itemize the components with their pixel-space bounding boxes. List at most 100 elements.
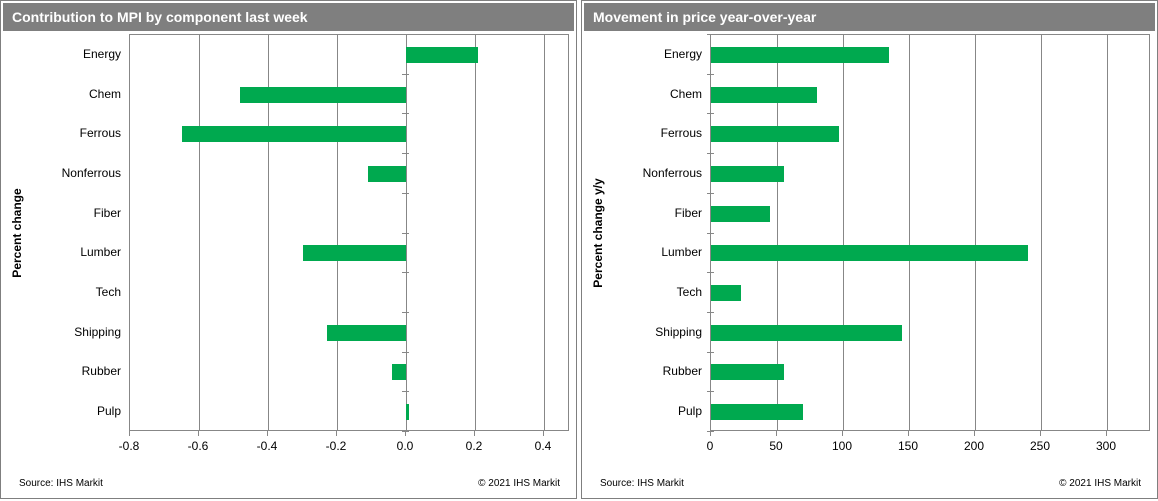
category-axis-tick [402, 391, 409, 392]
category-label: Nonferrous [61, 165, 121, 180]
y-axis-title: Percent change [10, 187, 24, 278]
x-axis-tick [336, 431, 337, 436]
bar-pulp [711, 404, 804, 421]
plot-area [710, 34, 1150, 431]
gridline [544, 35, 545, 430]
chart-panel-mpi-contribution: Contribution to MPI by component last we… [0, 0, 577, 499]
gridline [268, 35, 269, 430]
chart-title: Contribution to MPI by component last we… [3, 3, 574, 31]
bar-tech [711, 285, 742, 302]
x-axis-tick [198, 431, 199, 436]
bar-chem [240, 86, 406, 103]
category-axis-tick [402, 153, 409, 154]
gridline [199, 35, 200, 430]
x-axis-tick [776, 431, 777, 436]
bar-rubber [392, 364, 406, 381]
bar-rubber [711, 364, 784, 381]
chart-area: Percent change -0.8 -0.6 -0.4 -0.2 0.0 0.2 0.4… [1, 1, 576, 498]
category-axis-tick [707, 193, 714, 194]
x-tick-label: 100 [831, 439, 853, 453]
category-axis-tick [402, 34, 409, 35]
category-axis-tick [402, 312, 409, 313]
category-label: Ferrous [79, 126, 121, 141]
category-label: Rubber [81, 364, 121, 379]
x-tick-label: 0.2 [465, 439, 483, 453]
category-axis-tick [707, 352, 714, 353]
category-axis-tick [402, 431, 409, 432]
bar-nonferrous [368, 165, 406, 182]
x-tick-label: 0.4 [534, 439, 552, 453]
category-label: Chem [88, 86, 121, 101]
x-axis-tick [842, 431, 843, 436]
category-axis-tick [402, 193, 409, 194]
category-axis-tick [707, 34, 714, 35]
category-label: Energy [82, 46, 121, 61]
chart-area: Percent change y/y 0 50 100 150 200 250 300 Ene… [582, 1, 1157, 498]
category-axis-tick [707, 272, 714, 273]
gridline [475, 35, 476, 430]
gridline [1041, 35, 1042, 430]
category-axis-tick [707, 391, 714, 392]
chart-panel-price-movement: Movement in price year-over-year Percent… [581, 0, 1158, 499]
category-label: Pulp [96, 404, 121, 419]
bar-ferrous [711, 126, 840, 143]
x-tick-label: -0.6 [187, 439, 209, 453]
bar-pulp [406, 404, 410, 421]
category-label: Energy [663, 46, 702, 61]
x-axis-tick [267, 431, 268, 436]
x-axis-tick [710, 431, 711, 436]
gridline [909, 35, 910, 430]
gridline [337, 35, 338, 430]
category-label: Fiber [674, 205, 702, 220]
bar-lumber [711, 245, 1028, 262]
category-label: Tech [95, 285, 121, 300]
x-axis-tick [1106, 431, 1107, 436]
category-axis-tick [707, 431, 714, 432]
x-axis-tick [974, 431, 975, 436]
bar-fiber [711, 205, 771, 222]
category-label: Tech [676, 285, 702, 300]
x-axis-tick [405, 431, 406, 436]
x-tick-label: -0.4 [256, 439, 278, 453]
category-axis-tick [402, 233, 409, 234]
x-tick-label: 250 [1029, 439, 1051, 453]
x-tick-label: -0.2 [325, 439, 347, 453]
bar-lumber [302, 245, 406, 262]
category-axis-tick [707, 233, 714, 234]
bar-shipping [711, 324, 903, 341]
source-note: Source: IHS Markit [19, 478, 103, 489]
plot-area [129, 34, 569, 431]
x-tick-label: -0.8 [118, 439, 140, 453]
source-note: Source: IHS Markit [600, 478, 684, 489]
x-axis-tick [474, 431, 475, 436]
bar-chem [711, 86, 817, 103]
category-axis-tick [402, 352, 409, 353]
category-label: Fiber [93, 205, 121, 220]
gridline [777, 35, 778, 430]
bar-nonferrous [711, 165, 784, 182]
copyright-note: © 2021 IHS Markit [1059, 478, 1141, 489]
bar-energy [406, 46, 479, 63]
copyright-note: © 2021 IHS Markit [478, 478, 560, 489]
x-tick-label: 150 [897, 439, 919, 453]
y-axis-title: Percent change y/y [591, 177, 605, 288]
x-axis-tick [543, 431, 544, 436]
x-tick-label: 300 [1095, 439, 1117, 453]
category-axis-tick [707, 113, 714, 114]
gridline [1107, 35, 1108, 430]
bar-energy [711, 46, 890, 63]
gridline [843, 35, 844, 430]
x-tick-label: 200 [963, 439, 985, 453]
bar-shipping [326, 324, 406, 341]
category-axis-tick [402, 74, 409, 75]
x-tick-label: 0.0 [396, 439, 414, 453]
x-tick-label: 0 [706, 439, 714, 453]
chart-title: Movement in price year-over-year [584, 3, 1155, 31]
category-label: Nonferrous [642, 165, 702, 180]
gridline [975, 35, 976, 430]
category-label: Ferrous [660, 126, 702, 141]
category-label: Lumber [80, 245, 121, 260]
category-label: Shipping [655, 324, 702, 339]
category-axis-tick [707, 74, 714, 75]
